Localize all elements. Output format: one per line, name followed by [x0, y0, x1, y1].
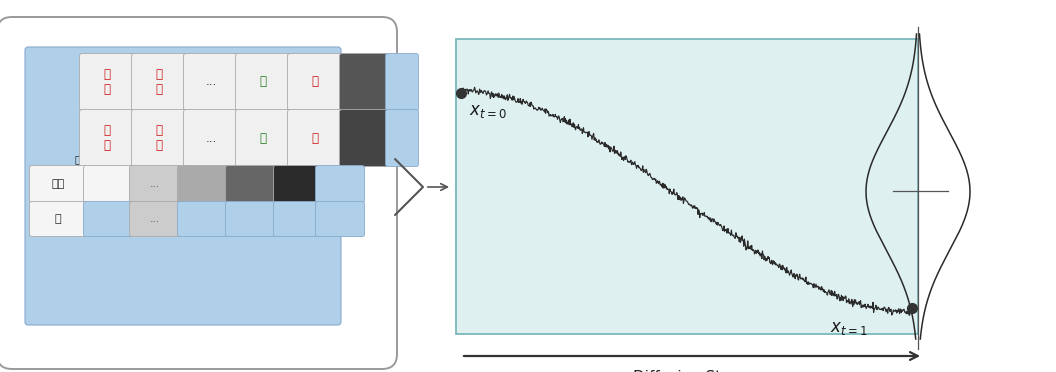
FancyBboxPatch shape	[166, 103, 214, 160]
Text: ...: ...	[150, 214, 161, 224]
FancyBboxPatch shape	[235, 109, 290, 167]
FancyBboxPatch shape	[83, 166, 132, 202]
Text: 发: 发	[260, 76, 266, 89]
FancyBboxPatch shape	[132, 109, 187, 167]
FancyBboxPatch shape	[25, 47, 341, 325]
Text: 枚数: 枚数	[52, 179, 64, 189]
Text: 中: 中	[279, 126, 285, 136]
Text: 一
蟹: 一 蟹	[103, 124, 111, 152]
FancyBboxPatch shape	[280, 103, 328, 160]
FancyBboxPatch shape	[30, 202, 87, 237]
Text: 发: 发	[260, 131, 266, 144]
FancyBboxPatch shape	[280, 74, 328, 131]
Text: $x_{t=0}$: $x_{t=0}$	[469, 102, 507, 120]
FancyBboxPatch shape	[235, 54, 290, 110]
FancyBboxPatch shape	[278, 74, 326, 131]
Text: 二: 二	[120, 154, 127, 164]
FancyBboxPatch shape	[184, 109, 239, 167]
Text: 发: 发	[213, 154, 220, 164]
FancyBboxPatch shape	[0, 17, 397, 369]
Text: 一: 一	[95, 126, 101, 136]
FancyBboxPatch shape	[132, 54, 187, 110]
Text: 发: 发	[252, 98, 259, 108]
Text: 中: 中	[299, 98, 305, 108]
FancyBboxPatch shape	[287, 54, 342, 110]
Text: 二: 二	[140, 126, 147, 136]
FancyBboxPatch shape	[339, 109, 389, 167]
FancyBboxPatch shape	[238, 131, 286, 187]
FancyBboxPatch shape	[226, 202, 277, 237]
Text: 二
蟹: 二 蟹	[155, 68, 163, 96]
Text: 中: 中	[312, 131, 319, 144]
FancyBboxPatch shape	[184, 54, 239, 110]
FancyBboxPatch shape	[74, 103, 122, 160]
FancyBboxPatch shape	[231, 74, 281, 131]
FancyBboxPatch shape	[30, 166, 87, 202]
FancyBboxPatch shape	[280, 131, 328, 187]
FancyBboxPatch shape	[339, 54, 389, 110]
FancyBboxPatch shape	[69, 97, 337, 165]
FancyBboxPatch shape	[54, 131, 102, 187]
Text: 二: 二	[161, 98, 167, 108]
FancyBboxPatch shape	[177, 202, 228, 237]
FancyBboxPatch shape	[79, 54, 134, 110]
Bar	[456, 39, 918, 334]
FancyBboxPatch shape	[130, 202, 181, 237]
FancyBboxPatch shape	[186, 74, 234, 131]
FancyBboxPatch shape	[83, 202, 132, 237]
FancyBboxPatch shape	[316, 202, 364, 237]
FancyBboxPatch shape	[385, 109, 418, 167]
Text: ...: ...	[205, 76, 216, 89]
FancyBboxPatch shape	[130, 166, 181, 202]
FancyBboxPatch shape	[316, 166, 364, 202]
FancyBboxPatch shape	[177, 166, 228, 202]
Text: 赤: 赤	[55, 214, 61, 224]
FancyBboxPatch shape	[49, 125, 337, 193]
FancyBboxPatch shape	[89, 69, 337, 137]
FancyBboxPatch shape	[99, 131, 149, 187]
Text: 中: 中	[312, 76, 319, 89]
FancyBboxPatch shape	[226, 166, 277, 202]
Text: 中: 中	[259, 154, 265, 164]
Text: 发: 发	[233, 126, 239, 136]
FancyBboxPatch shape	[385, 54, 418, 110]
FancyBboxPatch shape	[139, 74, 189, 131]
FancyBboxPatch shape	[146, 131, 194, 187]
FancyBboxPatch shape	[258, 103, 306, 160]
FancyBboxPatch shape	[94, 74, 143, 131]
FancyBboxPatch shape	[287, 109, 342, 167]
FancyBboxPatch shape	[274, 166, 319, 202]
Text: $x_{t=1}$: $x_{t=1}$	[830, 319, 867, 337]
Text: 一: 一	[75, 154, 81, 164]
FancyBboxPatch shape	[274, 202, 319, 237]
Text: 一
蟹: 一 蟹	[103, 68, 111, 96]
Text: Diffusion Step: Diffusion Step	[634, 370, 740, 372]
FancyBboxPatch shape	[191, 131, 241, 187]
Text: 一: 一	[115, 98, 121, 108]
Text: ...: ...	[205, 131, 216, 144]
FancyBboxPatch shape	[119, 103, 169, 160]
Text: ...: ...	[150, 179, 161, 189]
Text: 二
蟹: 二 蟹	[155, 124, 163, 152]
FancyBboxPatch shape	[211, 103, 261, 160]
FancyBboxPatch shape	[79, 109, 134, 167]
